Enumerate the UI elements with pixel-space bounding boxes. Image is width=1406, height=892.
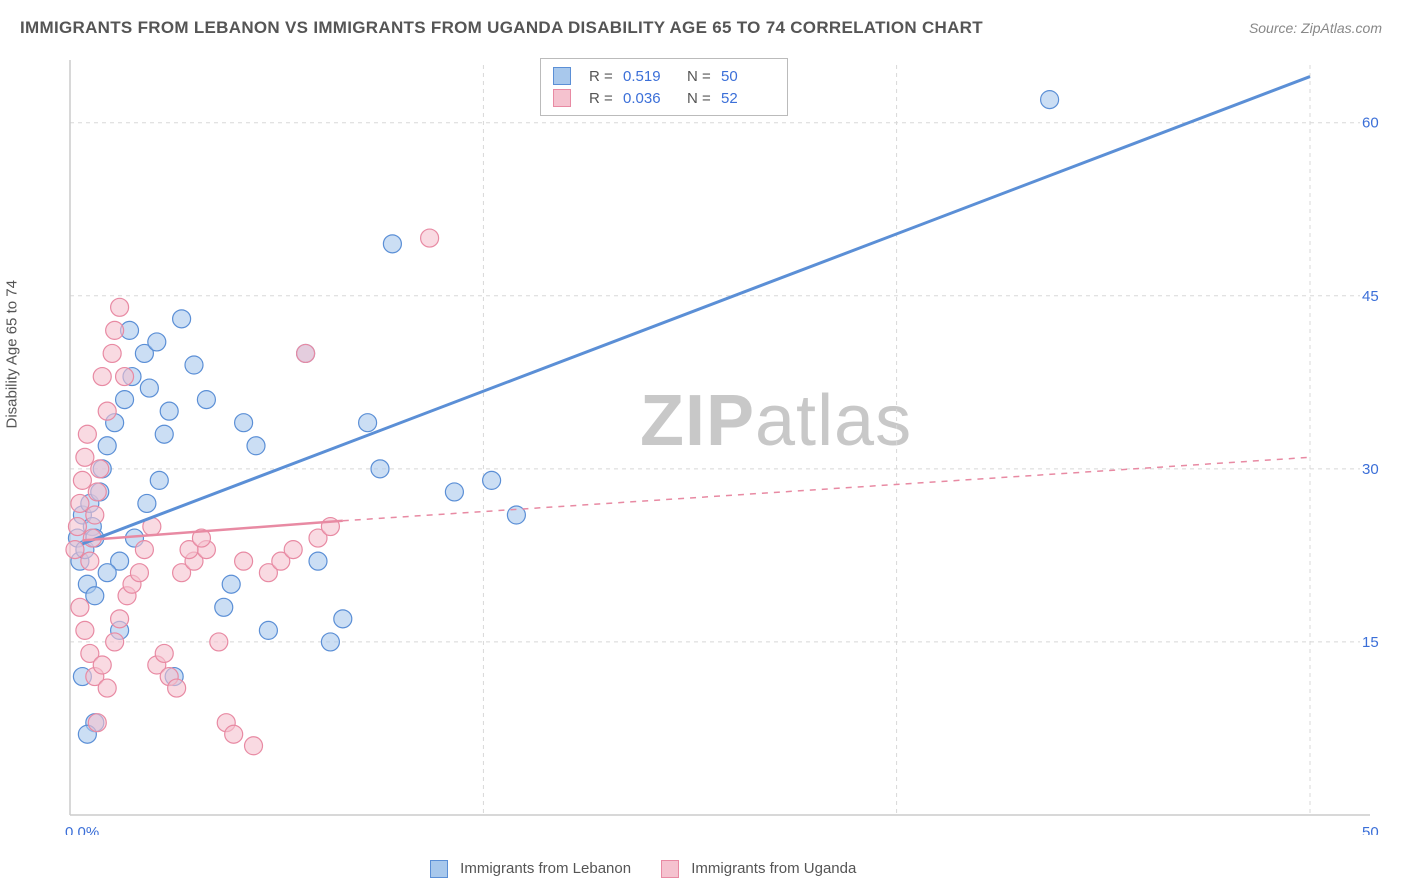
- svg-text:15.0%: 15.0%: [1362, 634, 1380, 651]
- svg-text:60.0%: 60.0%: [1362, 115, 1380, 132]
- series1-n-value: 50: [721, 68, 775, 85]
- series-legend: Immigrants from Lebanon Immigrants from …: [430, 860, 856, 878]
- chart-title: IMMIGRANTS FROM LEBANON VS IMMIGRANTS FR…: [20, 18, 983, 38]
- series1-swatch-icon: [430, 860, 448, 878]
- n-label: N =: [687, 90, 711, 107]
- n-label: N =: [687, 68, 711, 85]
- series1-swatch-icon: [553, 67, 571, 85]
- stat-row-series1: R = 0.519 N = 50: [553, 65, 775, 87]
- y-axis-label: Disability Age 65 to 74: [4, 280, 21, 428]
- source-attribution: Source: ZipAtlas.com: [1249, 20, 1382, 36]
- svg-text:50.0%: 50.0%: [1362, 824, 1380, 835]
- legend-item-series1: Immigrants from Lebanon: [430, 860, 631, 878]
- series1-legend-label: Immigrants from Lebanon: [460, 860, 631, 877]
- series2-n-value: 52: [721, 90, 775, 107]
- r-label: R =: [589, 90, 613, 107]
- r-label: R =: [589, 68, 613, 85]
- legend-item-series2: Immigrants from Uganda: [661, 860, 856, 878]
- series2-r-value: 0.036: [623, 90, 677, 107]
- stat-row-series2: R = 0.036 N = 52: [553, 87, 775, 109]
- series1-r-value: 0.519: [623, 68, 677, 85]
- svg-text:30.0%: 30.0%: [1362, 461, 1380, 478]
- series2-swatch-icon: [661, 860, 679, 878]
- svg-text:0.0%: 0.0%: [65, 824, 99, 835]
- series2-legend-label: Immigrants from Uganda: [691, 860, 856, 877]
- svg-text:45.0%: 45.0%: [1362, 288, 1380, 305]
- chart-plot-area: 15.0% 30.0% 45.0% 60.0% 0.0% 50.0%: [50, 55, 1380, 835]
- series2-swatch-icon: [553, 89, 571, 107]
- correlation-stats-legend: R = 0.519 N = 50 R = 0.036 N = 52: [540, 58, 788, 116]
- scatter-chart-svg: 15.0% 30.0% 45.0% 60.0% 0.0% 50.0%: [50, 55, 1380, 835]
